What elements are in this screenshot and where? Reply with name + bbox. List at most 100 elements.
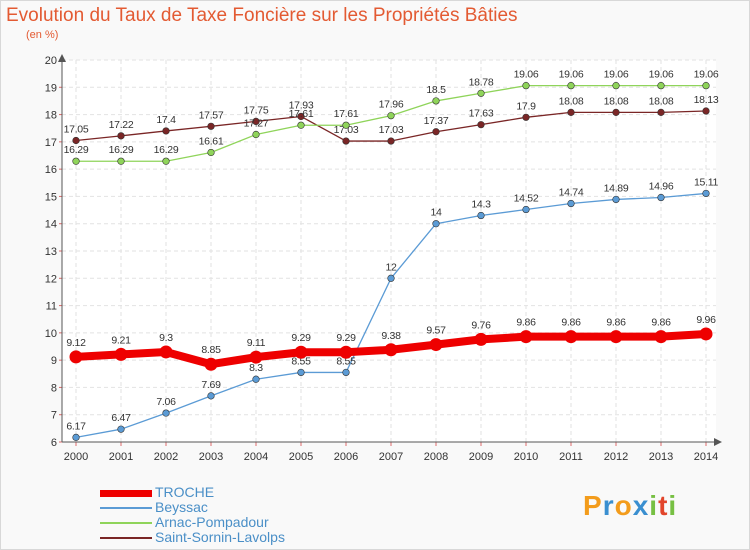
series-arnac-pompadour: 16.29 16.29 16.29 16.61 17.27 17.61 17.61 17.96… <box>64 69 719 165</box>
y-axis-arrow <box>58 54 66 62</box>
data-label-beyssac: 8.55 <box>336 355 356 367</box>
data-label-beyssac: 7.69 <box>201 379 221 391</box>
data-label-arnac-pompadour: 18.5 <box>426 84 446 96</box>
x-tick-label: 2000 <box>64 451 88 463</box>
data-point-saint-sornin-lavolps <box>207 122 215 130</box>
x-tick-label: 2003 <box>199 451 223 463</box>
logo-letter: x <box>632 490 650 521</box>
data-point-troche <box>564 330 578 344</box>
x-tick-label: 2004 <box>244 451 268 463</box>
data-point-saint-sornin-lavolps <box>252 117 260 125</box>
data-point-saint-sornin-lavolps <box>117 132 125 140</box>
data-label-saint-sornin-lavolps: 18.08 <box>559 95 584 107</box>
data-point-saint-sornin-lavolps <box>477 121 485 129</box>
y-tick-label: 20 <box>45 55 57 67</box>
data-label-arnac-pompadour: 16.61 <box>199 135 224 147</box>
data-label-saint-sornin-lavolps: 17.03 <box>334 124 359 136</box>
data-point-troche <box>114 347 128 361</box>
y-tick-label: 12 <box>45 273 57 285</box>
data-label-beyssac: 7.06 <box>156 396 176 408</box>
x-tick-label: 2005 <box>289 451 313 463</box>
y-tick-label: 19 <box>45 82 57 94</box>
y-tick-label: 9 <box>51 355 57 367</box>
data-point-saint-sornin-lavolps <box>297 112 305 121</box>
data-point-beyssac <box>702 189 710 198</box>
data-point-beyssac <box>342 368 350 377</box>
data-label-saint-sornin-lavolps: 18.08 <box>604 95 629 107</box>
data-point-saint-sornin-lavolps <box>342 137 350 145</box>
x-tick-label: 2014 <box>694 451 718 463</box>
x-tick-label: 2007 <box>379 451 403 463</box>
data-label-beyssac: 14.96 <box>649 181 674 193</box>
data-label-arnac-pompadour: 19.06 <box>604 69 629 81</box>
data-label-troche: 9.29 <box>336 332 356 344</box>
data-label-arnac-pompadour: 18.78 <box>469 76 494 88</box>
data-point-troche <box>294 345 308 359</box>
data-point-saint-sornin-lavolps <box>387 137 395 145</box>
y-tick-label: 16 <box>45 164 57 176</box>
data-point-troche <box>699 327 713 341</box>
data-label-troche: 9.86 <box>606 317 626 329</box>
legend-swatch-beyssac <box>100 507 152 509</box>
y-tick-label: 13 <box>45 246 57 258</box>
data-label-arnac-pompadour: 17.96 <box>379 99 404 111</box>
data-label-arnac-pompadour: 19.06 <box>649 69 674 81</box>
data-label-beyssac: 8.3 <box>249 362 263 374</box>
data-point-troche <box>204 357 218 371</box>
x-axis-arrow <box>714 438 722 446</box>
y-tick-label: 17 <box>45 137 57 149</box>
data-label-troche: 9.12 <box>66 337 86 349</box>
x-tick-label: 2011 <box>559 451 583 463</box>
data-point-saint-sornin-lavolps <box>567 108 575 116</box>
data-point-arnac-pompadour <box>342 121 350 129</box>
data-label-troche: 9.57 <box>426 325 446 337</box>
data-point-troche <box>519 330 533 344</box>
data-label-troche: 9.86 <box>516 317 536 329</box>
legend-swatch-arnac-pompadour <box>100 522 152 524</box>
x-tick-label: 2001 <box>109 451 133 463</box>
data-label-beyssac: 14.89 <box>604 182 629 194</box>
data-point-arnac-pompadour <box>702 82 710 90</box>
data-label-beyssac: 15.11 <box>694 176 718 188</box>
data-label-beyssac: 6.17 <box>66 420 86 432</box>
data-label-beyssac: 14 <box>430 207 442 219</box>
data-point-saint-sornin-lavolps <box>522 113 530 121</box>
data-point-troche <box>249 350 263 364</box>
data-label-arnac-pompadour: 19.06 <box>694 69 719 81</box>
legend-swatch-troche <box>100 489 152 497</box>
data-point-troche <box>654 330 668 344</box>
data-point-saint-sornin-lavolps <box>72 136 80 145</box>
data-point-arnac-pompadour <box>252 130 260 139</box>
legend-label-arnac-pompadour: Arnac-Pompadour <box>155 514 269 530</box>
data-point-arnac-pompadour <box>612 82 620 90</box>
data-point-arnac-pompadour <box>117 157 125 165</box>
data-label-beyssac: 8.55 <box>291 355 311 367</box>
data-label-troche: 9.76 <box>471 319 491 331</box>
data-label-saint-sornin-lavolps: 17.4 <box>156 114 176 126</box>
data-label-troche: 9.96 <box>696 314 716 326</box>
proxiti-logo: Proxiti <box>583 490 677 522</box>
y-tick-label: 10 <box>45 328 57 340</box>
data-label-arnac-pompadour: 16.29 <box>109 144 134 156</box>
data-label-saint-sornin-lavolps: 17.75 <box>244 104 269 116</box>
data-label-arnac-pompadour: 16.29 <box>154 144 179 156</box>
data-point-arnac-pompadour <box>162 157 170 165</box>
series-beyssac: 6.17 6.47 7.06 7.69 8.3 8.55 8.55 12 14 14.3 14.52… <box>66 176 719 441</box>
data-point-beyssac <box>162 409 170 417</box>
x-tick-label: 2006 <box>334 451 358 463</box>
data-label-troche: 9.3 <box>159 332 173 344</box>
x-tick-label: 2009 <box>469 451 493 463</box>
data-label-beyssac: 14.52 <box>514 193 539 205</box>
data-point-saint-sornin-lavolps <box>432 128 440 136</box>
x-tick-label: 2008 <box>424 451 448 463</box>
data-point-troche <box>159 345 173 359</box>
data-point-beyssac <box>657 193 665 202</box>
data-label-saint-sornin-lavolps: 17.9 <box>516 100 536 112</box>
data-label-beyssac: 6.47 <box>111 412 131 424</box>
data-point-beyssac <box>612 195 620 204</box>
data-point-beyssac <box>522 205 530 214</box>
data-label-beyssac: 14.3 <box>471 199 491 211</box>
series-troche: 9.12 9.21 9.3 8.85 9.11 9.29 9.29 9.38 9.57 9.76 9… <box>66 314 716 371</box>
data-point-troche <box>429 338 443 352</box>
data-point-troche <box>339 345 353 359</box>
